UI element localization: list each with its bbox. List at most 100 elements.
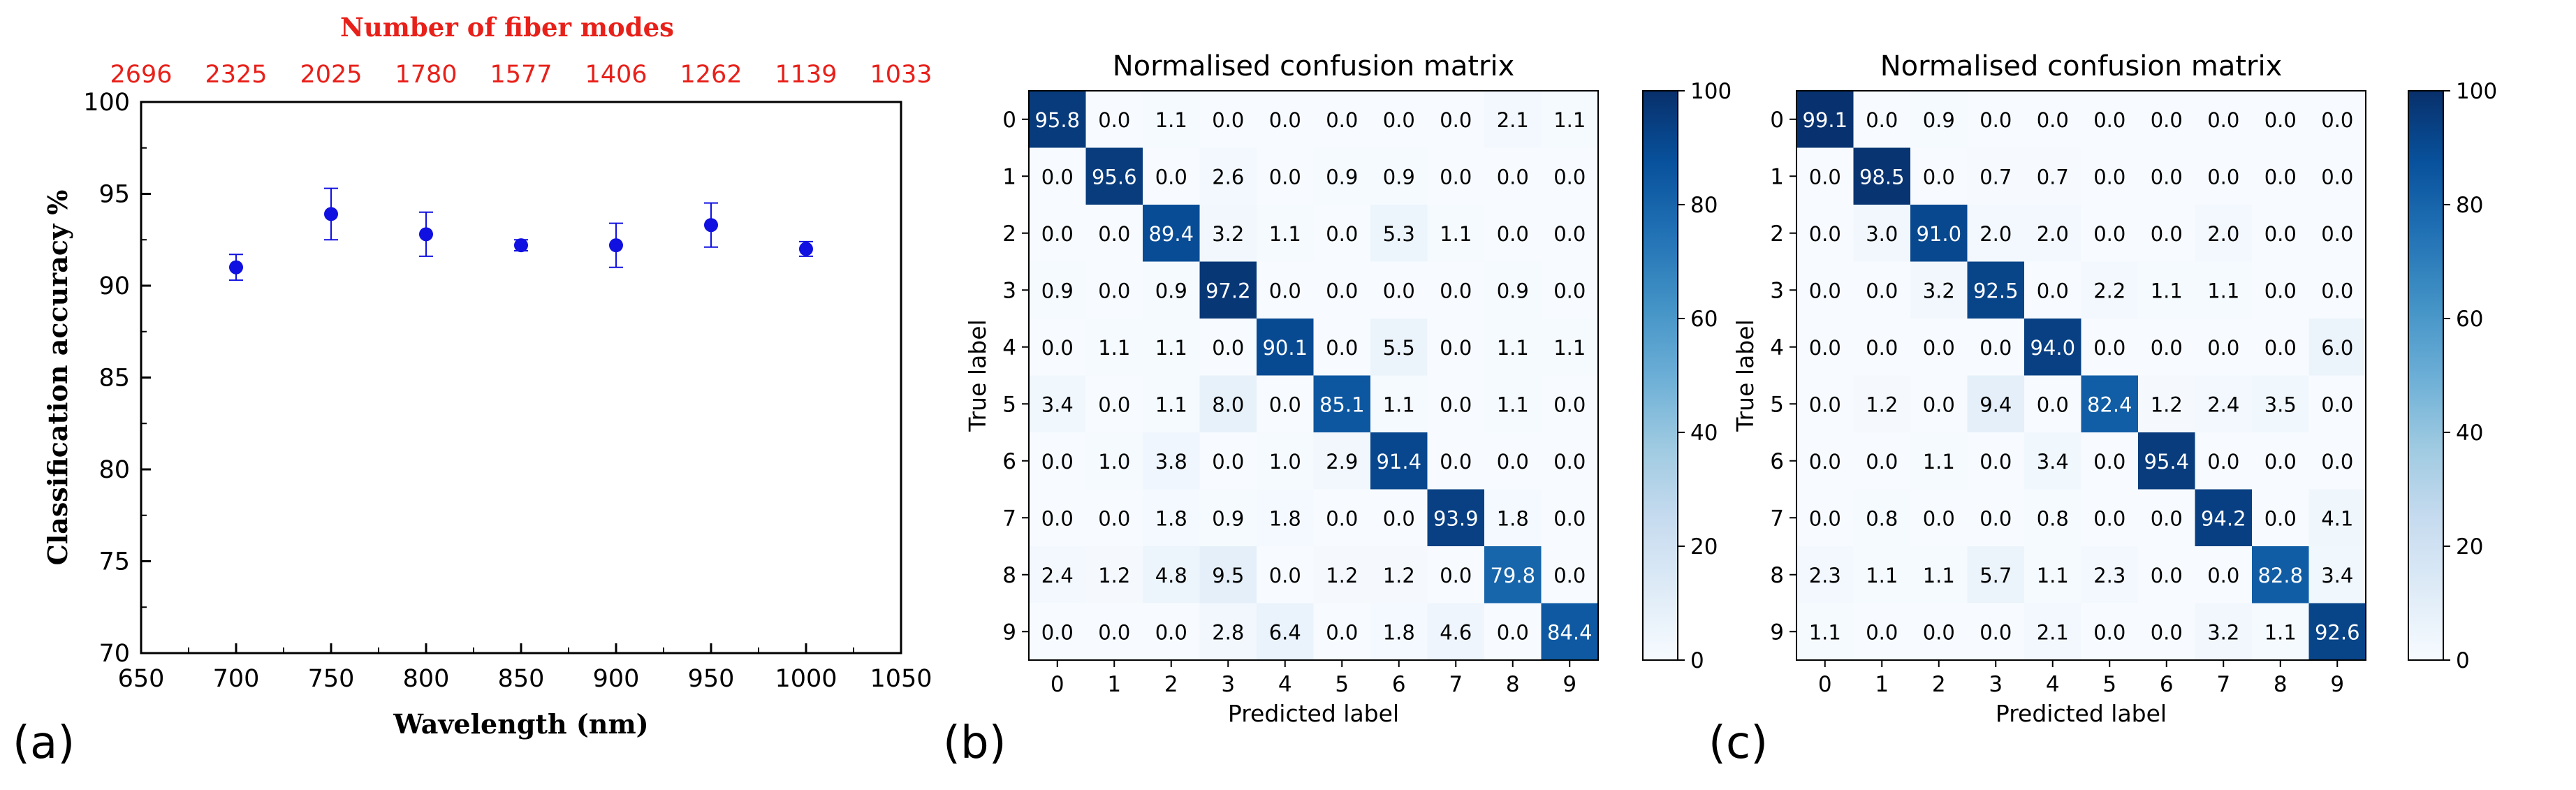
matrix-cell-value: 0.0: [1979, 620, 2012, 644]
matrix-cell-value: 0.0: [1440, 336, 1472, 360]
matrix-cell: [1967, 205, 2025, 262]
matrix-cell-value: 0.0: [2207, 165, 2239, 189]
matrix-cell-value: 2.2: [2093, 279, 2125, 302]
y-tick-label: 95: [98, 181, 130, 209]
matrix-cell: [1085, 91, 1143, 148]
matrix-cell: [2195, 147, 2253, 205]
matrix-cell: [1484, 91, 1542, 148]
matrix-cell: [2024, 546, 2081, 604]
top-axis-tick-label: 1577: [490, 61, 552, 89]
matrix-cell: [1143, 432, 1200, 490]
x-tick-label: 1000: [775, 665, 837, 693]
x-axis-label: Wavelength (nm): [393, 708, 648, 740]
matrix-cell-value: 0.0: [1553, 222, 1586, 246]
matrix-cell-value: 1.1: [1383, 393, 1415, 416]
matrix-cell: [2024, 603, 2081, 661]
matrix-cell-value: 95.6: [1092, 165, 1137, 189]
matrix-cell: [1313, 147, 1371, 205]
matrix-cell-value: 1.8: [1497, 506, 1529, 530]
matrix-cell-value: 0.7: [1979, 165, 2012, 189]
matrix-cell-value: 4.8: [1155, 564, 1187, 587]
matrix-cell-value: 99.1: [1802, 108, 1847, 132]
matrix-cell-value: 8.0: [1212, 393, 1244, 416]
matrix-cell-value: 0.0: [2321, 108, 2353, 132]
y-tick-label: 3: [1002, 278, 1016, 303]
matrix-cell: [1199, 91, 1257, 148]
matrix-cell-value: 9.5: [1212, 564, 1244, 587]
y-tick-label: 0: [1002, 108, 1016, 133]
matrix-cell: [1085, 261, 1143, 319]
matrix-cell-value: 0.8: [2037, 506, 2069, 530]
matrix-cell-value: 0.0: [1979, 336, 2012, 360]
matrix-cell-value: 1.1: [1155, 108, 1187, 132]
matrix-cell: [1029, 375, 1086, 433]
matrix-cell-value: 0.0: [1809, 165, 1841, 189]
matrix-cell: [1085, 546, 1143, 604]
y-tick-label: 2: [1770, 221, 1784, 247]
data-point: [704, 218, 718, 233]
x-tick-label: 850: [498, 665, 545, 693]
matrix-cell: [2195, 205, 2253, 262]
matrix-cell-value: 4.6: [1440, 620, 1472, 644]
matrix-cell: [1910, 319, 1968, 376]
matrix-cell-value: 1.1: [1155, 393, 1187, 416]
matrix-cell-value: 3.4: [2037, 450, 2069, 474]
matrix-cell: [1484, 261, 1542, 319]
matrix-cell: [2024, 91, 2081, 148]
x-tick-label: 950: [688, 665, 735, 693]
matrix-cell-value: 0.0: [2321, 279, 2353, 302]
matrix-cell: [2081, 603, 2139, 661]
matrix-cell: [2308, 91, 2366, 148]
matrix-cell-value: 2.8: [1212, 620, 1244, 644]
matrix-cell: [1484, 432, 1542, 490]
matrix-cell-value: 0.0: [2151, 564, 2183, 587]
matrix-cell: [1796, 489, 1854, 547]
colorbar: [1642, 90, 1678, 661]
matrix-cell: [1967, 432, 2025, 490]
matrix-cell: [2138, 205, 2195, 262]
matrix-cell-value: 91.0: [1916, 222, 1961, 246]
matrix-cell: [2138, 319, 2195, 376]
matrix-cell-value: 0.0: [1212, 336, 1244, 360]
y-tick-label: 2: [1002, 221, 1016, 247]
top-axis-tick-label: 1033: [870, 61, 932, 89]
matrix-cell: [1029, 91, 1086, 148]
matrix-cell: [2024, 319, 2081, 376]
matrix-cell-value: 0.0: [1923, 336, 1955, 360]
matrix-cell-value: 0.0: [1809, 393, 1841, 416]
matrix-cell-value: 91.4: [1376, 450, 1421, 474]
matrix-cell-value: 3.5: [2264, 393, 2297, 416]
matrix-cell: [2138, 375, 2195, 433]
matrix-cell-value: 1.1: [1923, 450, 1955, 474]
matrix-cell: [1313, 319, 1371, 376]
matrix-cell: [1370, 603, 1428, 661]
matrix-cell-value: 0.0: [1809, 450, 1841, 474]
matrix-cell-value: 1.1: [1553, 108, 1586, 132]
panel-label-b: (b): [943, 717, 1007, 769]
matrix-cell: [1085, 603, 1143, 661]
matrix-cell-value: 0.0: [1553, 393, 1586, 416]
x-tick-label: 0: [1051, 672, 1064, 697]
matrix-cell-value: 0.0: [2264, 336, 2297, 360]
matrix-cell: [2195, 489, 2253, 547]
matrix-cell: [1427, 205, 1485, 262]
matrix-cell: [2195, 603, 2253, 661]
matrix-cell-value: 84.4: [1547, 620, 1593, 644]
panel-label-c: (c): [1708, 717, 1768, 769]
matrix-cell-value: 0.0: [1497, 222, 1529, 246]
matrix-cell-value: 3.4: [2321, 564, 2353, 587]
matrix-cell-value: 0.0: [2207, 108, 2239, 132]
matrix-cell-value: 1.1: [1155, 336, 1187, 360]
matrix-cell: [2024, 261, 2081, 319]
matrix-cell-value: 1.1: [1497, 336, 1529, 360]
x-tick-label: 9: [1563, 672, 1576, 697]
matrix-cell-value: 2.0: [2207, 222, 2239, 246]
matrix-cell: [2308, 432, 2366, 490]
y-tick-label: 0: [1770, 108, 1784, 133]
matrix-cell-value: 1.2: [2151, 393, 2183, 416]
matrix-cell-value: 0.0: [1041, 620, 1074, 644]
matrix-cell-value: 0.9: [1212, 506, 1244, 530]
matrix-cell-value: 2.3: [2093, 564, 2125, 587]
matrix-cell-value: 0.0: [2207, 564, 2239, 587]
matrix-cell: [2195, 432, 2253, 490]
